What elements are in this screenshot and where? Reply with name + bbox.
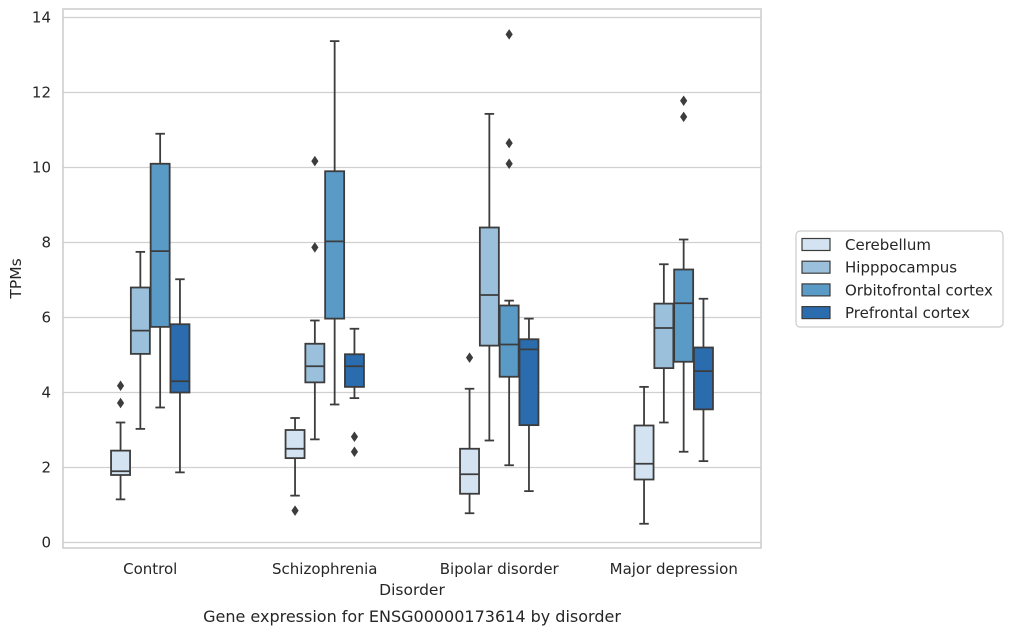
box-hipppocampus <box>304 155 326 441</box>
box-iqr <box>693 346 714 411</box>
box-iqr <box>633 424 655 481</box>
x-tick-label: Schizophrenia <box>272 560 377 578</box>
x-tick-label: Bipolar disorder <box>440 560 560 578</box>
outlier-point <box>116 397 125 409</box>
y-tick-label: 2 <box>41 459 51 477</box>
chart-caption: Gene expression for ENSG00000173614 by d… <box>203 607 621 626</box>
outlier-point <box>311 242 319 253</box>
box-iqr <box>673 268 695 363</box>
boxes-layer <box>110 29 714 525</box>
legend-swatch <box>801 306 831 320</box>
y-tick-label: 8 <box>41 234 51 252</box>
box-hipppocampus <box>129 250 151 430</box>
plot-area-frame <box>62 8 762 549</box>
box-orbitofrontal-cortex <box>324 40 346 406</box>
outlier-point <box>505 137 513 149</box>
box-iqr <box>110 449 131 476</box>
box-iqr <box>344 353 365 388</box>
box-iqr <box>498 304 520 378</box>
box-iqr <box>324 170 346 320</box>
box-prefrontal-cortex <box>344 327 365 457</box>
y-tick-labels: 0 2 4 6 8 10 12 14 <box>32 9 51 552</box>
legend-label: Hipppocampus <box>845 259 957 277</box>
y-tick-label: 4 <box>41 384 51 402</box>
box-iqr <box>518 338 540 427</box>
box-prefrontal-cortex <box>169 278 191 474</box>
outlier-point <box>116 380 125 391</box>
x-tick-label: Major depression <box>610 560 738 578</box>
box-cerebellum <box>284 417 306 516</box>
y-tick-label: 12 <box>32 84 51 102</box>
box-iqr <box>478 226 500 347</box>
box-cerebellum <box>459 352 480 515</box>
box-iqr <box>304 342 326 384</box>
outlier-point <box>680 111 688 123</box>
legend-swatch <box>801 283 831 297</box>
outlier-point <box>465 352 474 363</box>
legend-label: Prefrontal cortex <box>845 304 970 322</box>
legend-label: Orbitofrontal cortex <box>845 281 993 299</box>
x-tick-label: Control <box>123 560 177 578</box>
box-orbitofrontal-cortex <box>149 132 171 409</box>
box-iqr <box>129 286 151 355</box>
outlier-point <box>291 505 299 516</box>
outlier-point <box>350 446 359 457</box>
box-prefrontal-cortex <box>693 297 714 463</box>
legend: Cerebellum Hipppocampus Orbitofrontal cort… <box>795 230 1004 328</box>
box-iqr <box>459 447 480 495</box>
outlier-point <box>505 29 513 40</box>
legend-swatch <box>801 260 831 274</box>
box-orbitofrontal-cortex <box>673 95 695 453</box>
outlier-point <box>350 431 359 442</box>
box-iqr <box>653 302 675 370</box>
box-iqr <box>149 162 171 328</box>
y-tick-label: 6 <box>41 309 51 327</box>
box-prefrontal-cortex <box>518 317 540 493</box>
y-axis-label: TPMs <box>7 258 25 299</box>
outlier-point <box>505 158 513 169</box>
box-iqr <box>169 323 191 394</box>
box-iqr <box>284 429 306 460</box>
outlier-point <box>311 155 319 167</box>
y-tick-label: 14 <box>32 9 51 27</box>
legend-label: Cerebellum <box>845 236 931 254</box>
legend-swatch <box>801 237 831 252</box>
box-cerebellum <box>110 380 131 501</box>
outlier-point <box>680 95 688 106</box>
legend-frame <box>795 230 1004 328</box>
box-hipppocampus <box>478 112 500 442</box>
box-cerebellum <box>633 385 655 525</box>
box-orbitofrontal-cortex <box>498 29 520 467</box>
x-axis-label: Disorder <box>379 581 445 599</box>
y-tick-label: 10 <box>32 159 51 177</box>
x-tick-labels: Control Schizophrenia Bipolar disorder Majo… <box>123 560 738 578</box>
box-hipppocampus <box>653 263 675 424</box>
y-tick-label: 0 <box>41 534 51 552</box>
